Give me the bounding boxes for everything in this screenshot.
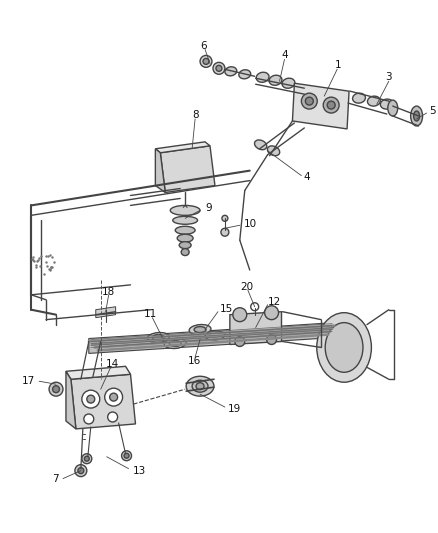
Ellipse shape	[205, 331, 225, 340]
Ellipse shape	[192, 380, 208, 392]
Circle shape	[222, 215, 228, 221]
Circle shape	[213, 62, 225, 74]
Ellipse shape	[173, 216, 198, 224]
Ellipse shape	[169, 341, 181, 346]
Text: 13: 13	[133, 466, 146, 475]
Ellipse shape	[325, 322, 363, 372]
Text: 4: 4	[304, 172, 310, 182]
Ellipse shape	[367, 96, 380, 106]
Circle shape	[200, 55, 212, 67]
Circle shape	[82, 390, 100, 408]
Ellipse shape	[225, 67, 237, 76]
Text: 15: 15	[220, 304, 233, 314]
Polygon shape	[71, 374, 135, 429]
Ellipse shape	[254, 140, 267, 150]
Circle shape	[105, 388, 123, 406]
Circle shape	[75, 465, 87, 477]
Circle shape	[323, 97, 339, 113]
Text: 5: 5	[430, 106, 436, 116]
Ellipse shape	[194, 327, 206, 333]
Circle shape	[327, 101, 335, 109]
Ellipse shape	[268, 146, 280, 156]
Ellipse shape	[186, 376, 214, 396]
Text: 10: 10	[244, 219, 257, 229]
Circle shape	[267, 335, 276, 344]
Ellipse shape	[170, 205, 200, 215]
Ellipse shape	[152, 335, 164, 341]
Ellipse shape	[175, 227, 195, 234]
Ellipse shape	[148, 333, 169, 343]
Ellipse shape	[239, 70, 251, 79]
Circle shape	[233, 308, 247, 321]
Ellipse shape	[282, 78, 295, 88]
Text: 1: 1	[335, 60, 342, 70]
Text: 20: 20	[240, 282, 253, 292]
Text: 12: 12	[268, 297, 281, 307]
Text: 7: 7	[53, 474, 59, 483]
Polygon shape	[96, 306, 116, 318]
Text: 8: 8	[192, 110, 198, 120]
Circle shape	[251, 303, 259, 311]
Ellipse shape	[388, 100, 398, 116]
Ellipse shape	[353, 93, 365, 103]
Text: 11: 11	[144, 309, 157, 319]
Text: 6: 6	[201, 42, 207, 52]
Ellipse shape	[181, 248, 189, 255]
Text: 19: 19	[228, 404, 241, 414]
Circle shape	[84, 414, 94, 424]
Text: 17: 17	[22, 376, 35, 386]
Ellipse shape	[380, 99, 393, 109]
Ellipse shape	[413, 111, 420, 121]
Ellipse shape	[317, 313, 371, 382]
Text: 14: 14	[106, 359, 119, 369]
Polygon shape	[160, 146, 215, 192]
Polygon shape	[89, 322, 334, 353]
Polygon shape	[155, 149, 165, 192]
Circle shape	[85, 456, 89, 461]
Polygon shape	[66, 366, 131, 379]
Text: 4: 4	[281, 51, 288, 60]
Polygon shape	[155, 142, 210, 153]
Text: 16: 16	[187, 357, 201, 366]
Text: 18: 18	[102, 287, 115, 297]
Ellipse shape	[164, 338, 186, 349]
Circle shape	[53, 386, 60, 393]
Circle shape	[301, 93, 317, 109]
Circle shape	[49, 382, 63, 396]
Circle shape	[124, 453, 129, 458]
Circle shape	[203, 59, 209, 64]
Ellipse shape	[189, 325, 211, 335]
Polygon shape	[293, 83, 349, 129]
Circle shape	[78, 467, 84, 474]
Ellipse shape	[411, 106, 423, 126]
Circle shape	[216, 66, 222, 71]
Circle shape	[87, 395, 95, 403]
Circle shape	[108, 412, 118, 422]
Ellipse shape	[256, 72, 269, 82]
Circle shape	[110, 393, 118, 401]
Circle shape	[122, 451, 131, 461]
Circle shape	[221, 228, 229, 236]
Circle shape	[82, 454, 92, 464]
Ellipse shape	[196, 383, 204, 390]
Circle shape	[305, 97, 313, 105]
Polygon shape	[66, 372, 76, 429]
Ellipse shape	[269, 75, 282, 85]
Circle shape	[235, 336, 245, 346]
Text: 9: 9	[205, 204, 212, 213]
Text: 3: 3	[385, 72, 392, 82]
Polygon shape	[230, 312, 282, 344]
Ellipse shape	[177, 234, 193, 242]
Circle shape	[265, 306, 279, 320]
Ellipse shape	[179, 241, 191, 248]
